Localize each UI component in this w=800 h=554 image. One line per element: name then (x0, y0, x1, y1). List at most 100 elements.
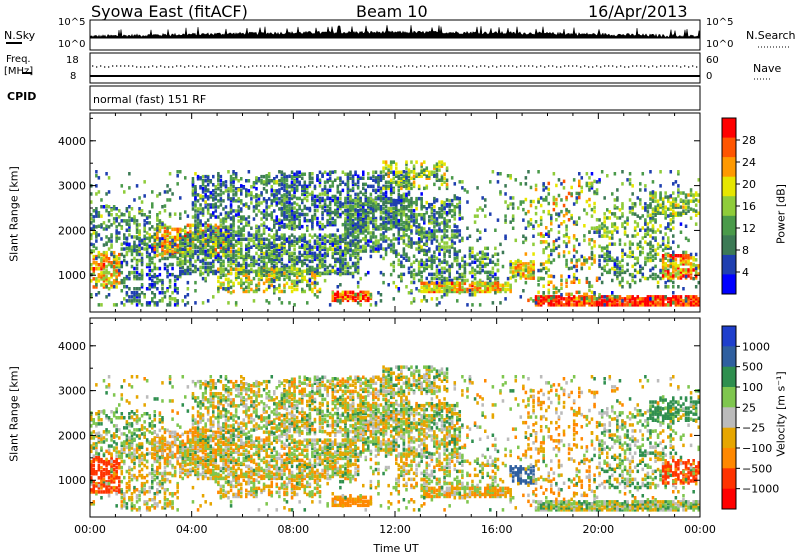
data-cell (176, 262, 179, 267)
data-cell (557, 193, 561, 198)
data-cell (664, 226, 667, 230)
data-cell (219, 193, 223, 197)
data-cell (489, 258, 492, 262)
data-cell (273, 237, 276, 241)
data-cell (260, 193, 263, 197)
data-cell (237, 249, 240, 254)
data-cell (400, 227, 403, 231)
data-cell (529, 218, 533, 222)
data-cell (176, 235, 179, 240)
data-cell (240, 227, 243, 231)
data-cell (184, 261, 187, 266)
data-cell (148, 215, 152, 219)
data-cell (667, 278, 670, 283)
data-cell (334, 198, 337, 203)
data-cell (206, 195, 210, 199)
data-cell (212, 259, 215, 264)
data-cell (506, 287, 510, 292)
data-cell (374, 202, 378, 207)
data-cell (389, 170, 393, 174)
data-cell (588, 256, 591, 260)
data-cell (262, 261, 266, 266)
data-cell (250, 201, 253, 205)
data-cell (372, 219, 375, 223)
data-cell (415, 241, 418, 245)
data-cell (379, 196, 383, 201)
data-cell (567, 303, 571, 307)
data-cell (435, 239, 439, 243)
data-cell (623, 230, 627, 234)
data-cell (387, 206, 390, 211)
data-cell (349, 176, 352, 180)
data-cell (196, 237, 200, 241)
data-cell (552, 246, 556, 250)
data-cell (341, 233, 345, 237)
data-cell (550, 301, 553, 305)
data-cell (555, 201, 558, 206)
data-cell (354, 170, 357, 174)
data-cell (209, 225, 213, 229)
data-cell (260, 174, 263, 179)
data-cell (367, 292, 370, 297)
data-cell (105, 283, 108, 287)
data-cell (374, 223, 378, 227)
data-cell (295, 172, 299, 176)
data-cell (298, 273, 301, 277)
data-cell (285, 263, 289, 268)
data-cell (644, 297, 647, 301)
data-cell (481, 252, 484, 256)
data-cell (255, 201, 258, 205)
data-cell (392, 222, 396, 227)
data-cell (382, 233, 385, 237)
data-cell (285, 224, 289, 229)
data-cell (364, 247, 368, 251)
data-cell (313, 214, 317, 219)
data-cell (542, 209, 545, 214)
data-cell (428, 247, 431, 251)
data-cell (547, 260, 551, 264)
data-cell (232, 237, 235, 241)
data-cell (626, 280, 629, 285)
data-cell (240, 221, 243, 225)
data-cell (328, 241, 332, 245)
data-cell (372, 204, 375, 209)
data-cell (674, 262, 678, 266)
data-cell (425, 266, 429, 271)
data-cell (369, 217, 373, 221)
data-cell (105, 235, 108, 239)
data-cell (212, 225, 215, 230)
data-cell (456, 270, 459, 275)
data-cell (412, 268, 416, 273)
data-cell (278, 207, 281, 211)
data-cell (395, 174, 398, 178)
data-cell (212, 247, 215, 251)
data-cell (186, 265, 190, 270)
data-cell (273, 249, 276, 254)
data-cell (639, 299, 642, 303)
data-cell (410, 196, 413, 201)
data-cell (428, 283, 431, 288)
data-cell (321, 271, 324, 276)
data-cell (206, 179, 210, 183)
data-cell (664, 195, 667, 199)
data-cell (463, 289, 467, 294)
data-cell (674, 274, 678, 278)
data-cell (275, 203, 279, 207)
data-cell (684, 270, 688, 274)
data-cell (423, 252, 426, 256)
data-cell (387, 200, 390, 205)
data-cell (153, 262, 157, 267)
data-cell (578, 301, 581, 305)
data-cell (400, 272, 403, 277)
data-cell (280, 170, 284, 174)
data-cell (633, 268, 637, 273)
data-cell (278, 257, 281, 262)
data-cell (265, 261, 268, 266)
data-cell (400, 211, 403, 215)
data-cell (97, 303, 101, 307)
data-cell (280, 172, 284, 176)
data-cell (161, 251, 164, 256)
data-cell (204, 193, 207, 197)
data-cell (453, 211, 457, 215)
data-cell (509, 285, 512, 290)
